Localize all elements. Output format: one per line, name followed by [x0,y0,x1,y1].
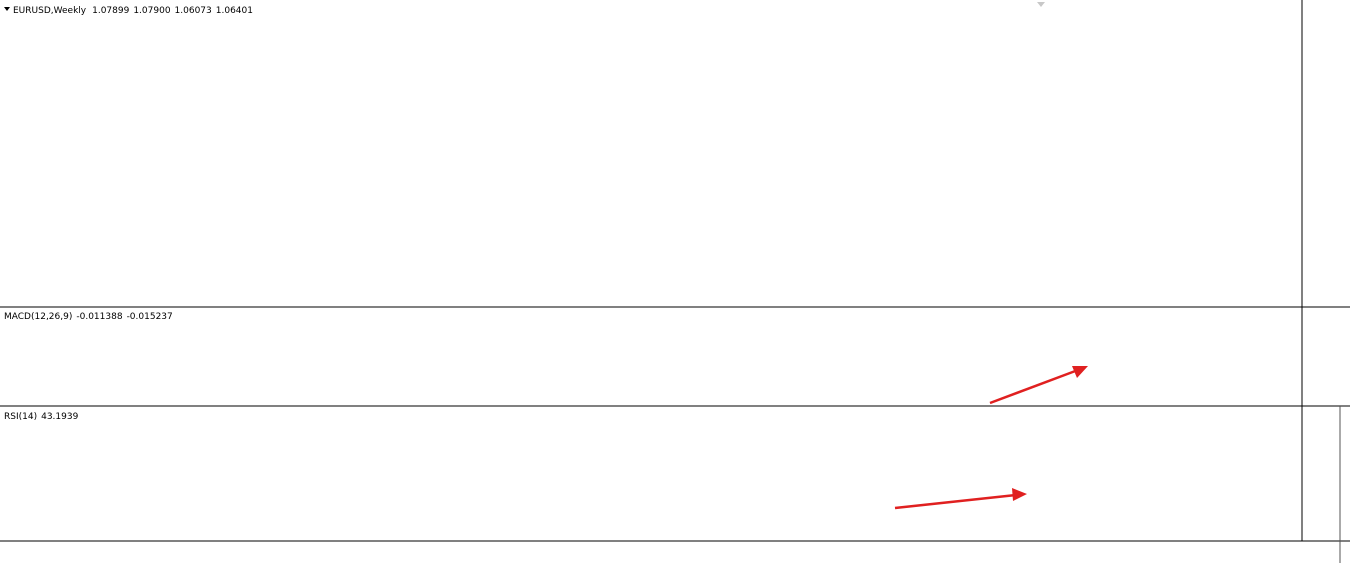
arrow-head [1012,488,1027,501]
arrow-shaft [894,493,1017,510]
header-high: 1.07900 [133,6,170,16]
menu-arrow [4,7,10,11]
header-low: 1.06073 [175,6,212,16]
symbol-title: EURUSD,Weekly [13,6,87,16]
rsi-title: RSI(14) [4,412,37,422]
rsi-header: RSI(14) 43.1939 [4,412,79,422]
macd-header: MACD(12,26,9) -0.011388 -0.015237 [4,312,173,322]
macd-value: -0.011388 [76,312,122,322]
annotation-arrow [989,366,1088,405]
shift-marker [1037,2,1045,7]
macd-title: MACD(12,26,9) [4,312,72,322]
arrow-head [1072,366,1088,378]
header-close: 1.06401 [216,6,253,16]
macd-signal-value: -0.015237 [127,312,173,322]
header-open: 1.07899 [92,6,129,16]
arrow-shaft [989,368,1079,405]
annotation-arrow [894,488,1027,510]
rsi-value: 43.1939 [41,412,78,422]
main-header: EURUSD,Weekly 1.07899 1.07900 1.06073 1.0640… [13,6,253,16]
